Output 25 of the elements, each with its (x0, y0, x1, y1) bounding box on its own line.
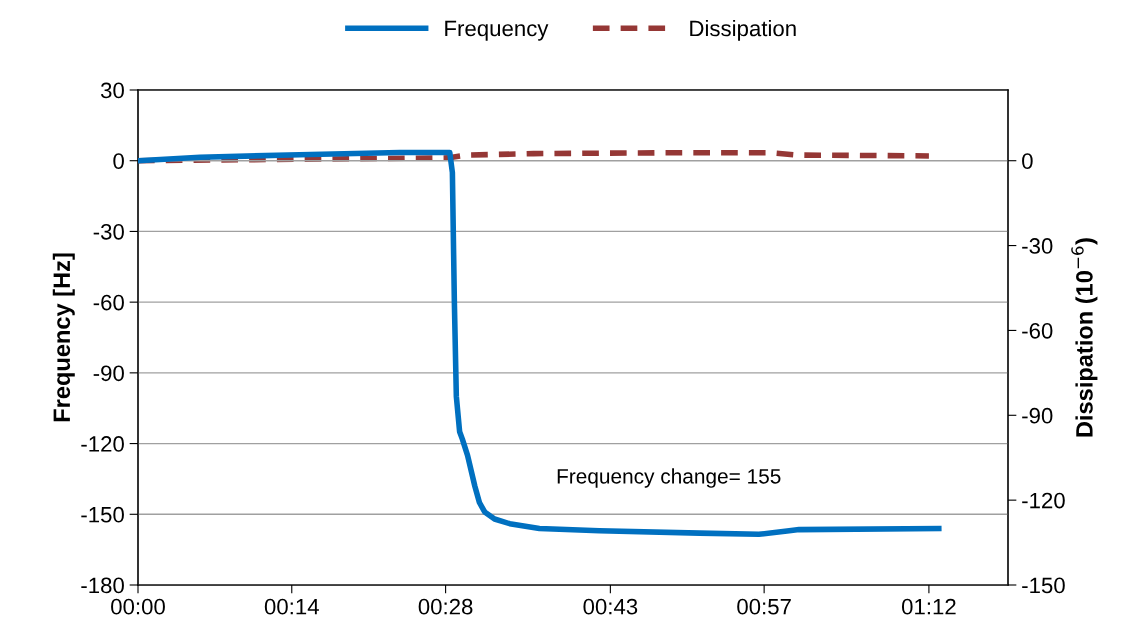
x-tick-label: 00:43 (583, 598, 638, 615)
y2-axis-title: Dissipation (10$^{−6}$) (1071, 238, 1098, 437)
x-tick-label: 00:28 (418, 598, 473, 615)
y-tick-label: -30 (93, 223, 124, 240)
y-tick-label: -120 (81, 436, 124, 452)
y2-tick-label: -30 (1022, 238, 1053, 254)
y2-tick-label: -120 (1022, 492, 1065, 509)
y-tick-label: -90 (93, 365, 124, 382)
x-tick-label: 01:12 (901, 598, 956, 615)
y2-tick-label: 0 (1022, 153, 1033, 169)
y-tick-label: 30 (100, 82, 124, 99)
y-tick-label: -60 (93, 294, 124, 311)
annotation: Frequency change= 155 (557, 468, 781, 488)
legend-label: Dissipation (690, 20, 796, 41)
y-axis-title: Frequency [Hz] (52, 253, 75, 422)
legend-label: Frequency (445, 20, 549, 41)
y-tick-label: -180 (81, 577, 124, 594)
y2-tick-label: -150 (1022, 577, 1065, 594)
x-tick-label: 00:57 (737, 598, 791, 615)
x-tick-label: 00:14 (264, 598, 319, 615)
y2-tick-label: -90 (1022, 407, 1053, 424)
x-tick-label: 00:00 (111, 598, 165, 615)
y2-tick-label: -60 (1022, 322, 1053, 339)
y-tick-label: -150 (81, 506, 124, 523)
y-tick-label: 0 (113, 153, 124, 169)
